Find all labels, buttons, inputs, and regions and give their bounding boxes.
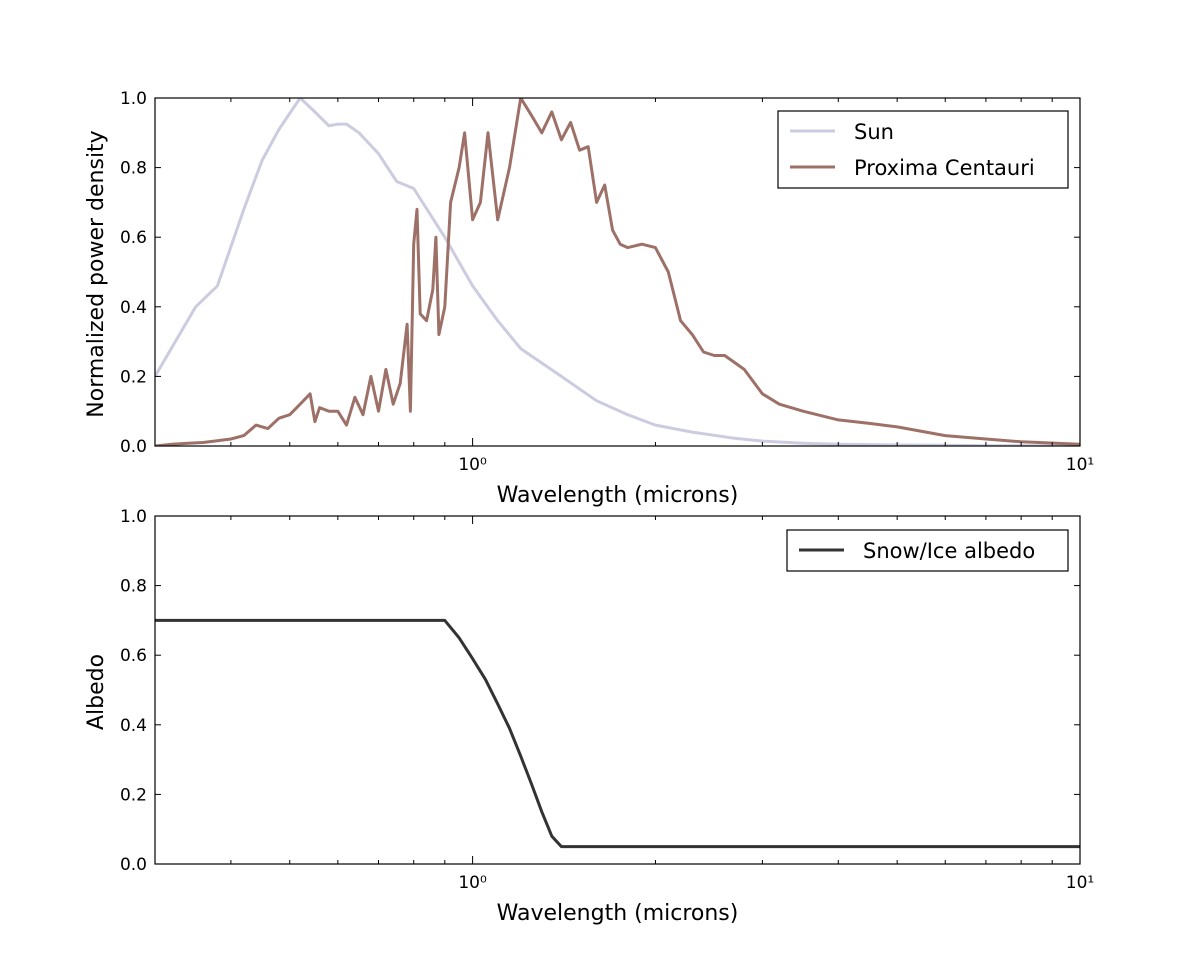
y-tick-label: 0.0 (120, 437, 147, 457)
legend: Snow/Ice albedo (786, 529, 1069, 572)
x-tick-label: 10⁰ (458, 455, 487, 475)
axes-frame (154, 97, 1081, 447)
axes-frame (154, 515, 1081, 865)
y-tick-label: 0.8 (120, 159, 147, 179)
y-tick-label: 0.6 (120, 228, 147, 248)
power-density-panel: 0.0 0.2 0.4 0.6 0.8 1.0 10⁰ 10¹ Wavelength (micr… (84, 89, 1094, 508)
y-tick-label: 0.4 (120, 298, 147, 318)
y-tick-label: 0.8 (120, 577, 147, 597)
series-line-snow-ice-albedo (155, 618, 1080, 849)
y-tick-label: 0.2 (120, 785, 147, 805)
x-tick-label: 10⁰ (458, 873, 487, 893)
series-line-sun (155, 98, 1080, 446)
y-axis-label: Albedo (84, 654, 109, 730)
legend: Sun Proxima Centauri (777, 110, 1069, 189)
y-tick-label: 1.0 (120, 89, 147, 109)
y-tick-label: 0.4 (120, 716, 147, 736)
legend-label: Sun (854, 120, 894, 144)
x-tick-label: 10¹ (1066, 873, 1094, 893)
y-tick-label: 0.6 (120, 646, 147, 666)
series-line-proxima-centauri (155, 98, 1080, 446)
y-tick-label: 0.2 (120, 367, 147, 387)
legend-box (777, 110, 1069, 189)
albedo-panel: 0.0 0.2 0.4 0.6 0.8 1.0 10⁰ 10¹ Wavelength (micr… (84, 507, 1094, 926)
x-axis-label: Wavelength (microns) (497, 483, 739, 508)
y-tick-label: 0.0 (120, 855, 147, 875)
legend-label: Snow/Ice albedo (863, 539, 1035, 563)
x-tick-label: 10¹ (1066, 455, 1094, 475)
y-axis-label: Normalized power density (84, 130, 109, 417)
y-tick-label: 1.0 (120, 507, 147, 527)
legend-label: Proxima Centauri (854, 156, 1035, 180)
x-axis-label: Wavelength (microns) (497, 901, 739, 926)
